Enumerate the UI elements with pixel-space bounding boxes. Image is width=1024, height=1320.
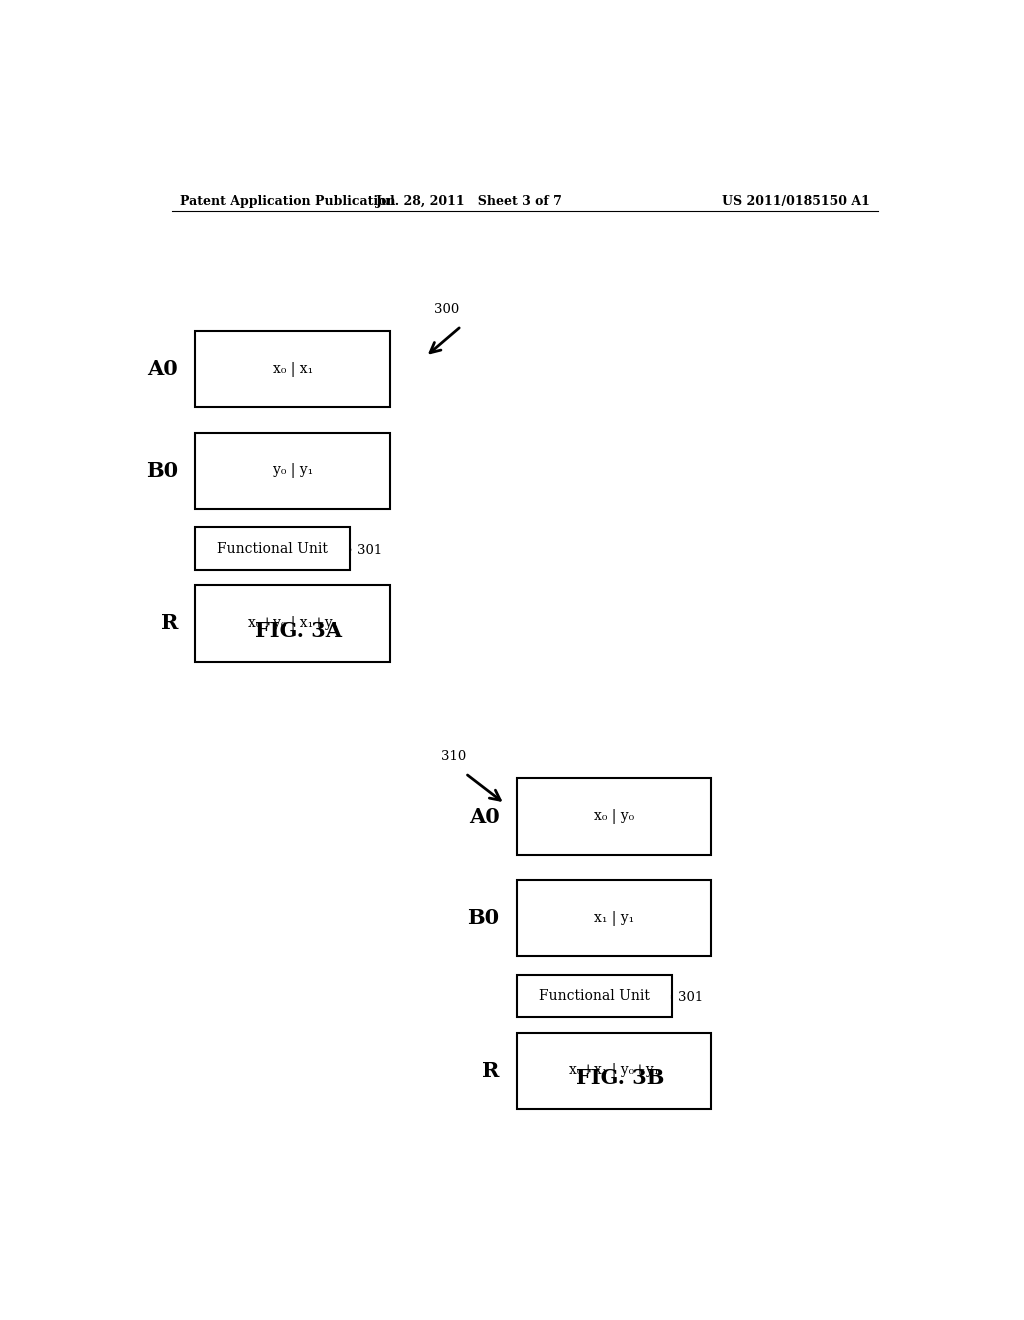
Text: y₀ | y₁: y₀ | y₁ [272,463,312,478]
Text: B0: B0 [467,908,500,928]
Bar [196,433,390,510]
Bar [196,585,390,661]
Text: x₁ | y₁: x₁ | y₁ [594,911,634,925]
Bar [196,331,390,408]
Text: x₀+x₁ | y₀+y₁: x₀+x₁ | y₀+y₁ [569,1063,659,1078]
Text: A0: A0 [469,807,500,826]
Text: 301: 301 [678,991,703,1005]
Text: x₀+y₀ | x₁+y₁: x₀+y₀ | x₁+y₁ [248,616,338,631]
Bar [517,1032,712,1109]
Text: R: R [161,614,178,634]
Text: Functional Unit: Functional Unit [539,989,649,1003]
Bar [517,779,712,854]
Text: 301: 301 [356,544,382,557]
Text: x₀ | x₁: x₀ | x₁ [272,362,312,376]
Text: Functional Unit: Functional Unit [217,541,329,556]
Text: R: R [482,1060,500,1081]
Text: 300: 300 [433,304,459,315]
Text: FIG. 3B: FIG. 3B [575,1068,665,1088]
Text: Patent Application Publication: Patent Application Publication [179,194,395,207]
Text: 310: 310 [441,750,467,763]
Text: A0: A0 [147,359,178,379]
Text: US 2011/0185150 A1: US 2011/0185150 A1 [722,194,870,207]
Bar [517,974,672,1018]
Text: FIG. 3A: FIG. 3A [255,620,342,642]
Text: x₀ | y₀: x₀ | y₀ [594,809,634,824]
Bar [196,528,350,570]
Text: Jul. 28, 2011   Sheet 3 of 7: Jul. 28, 2011 Sheet 3 of 7 [376,194,562,207]
Bar [517,880,712,956]
Text: B0: B0 [145,461,178,480]
